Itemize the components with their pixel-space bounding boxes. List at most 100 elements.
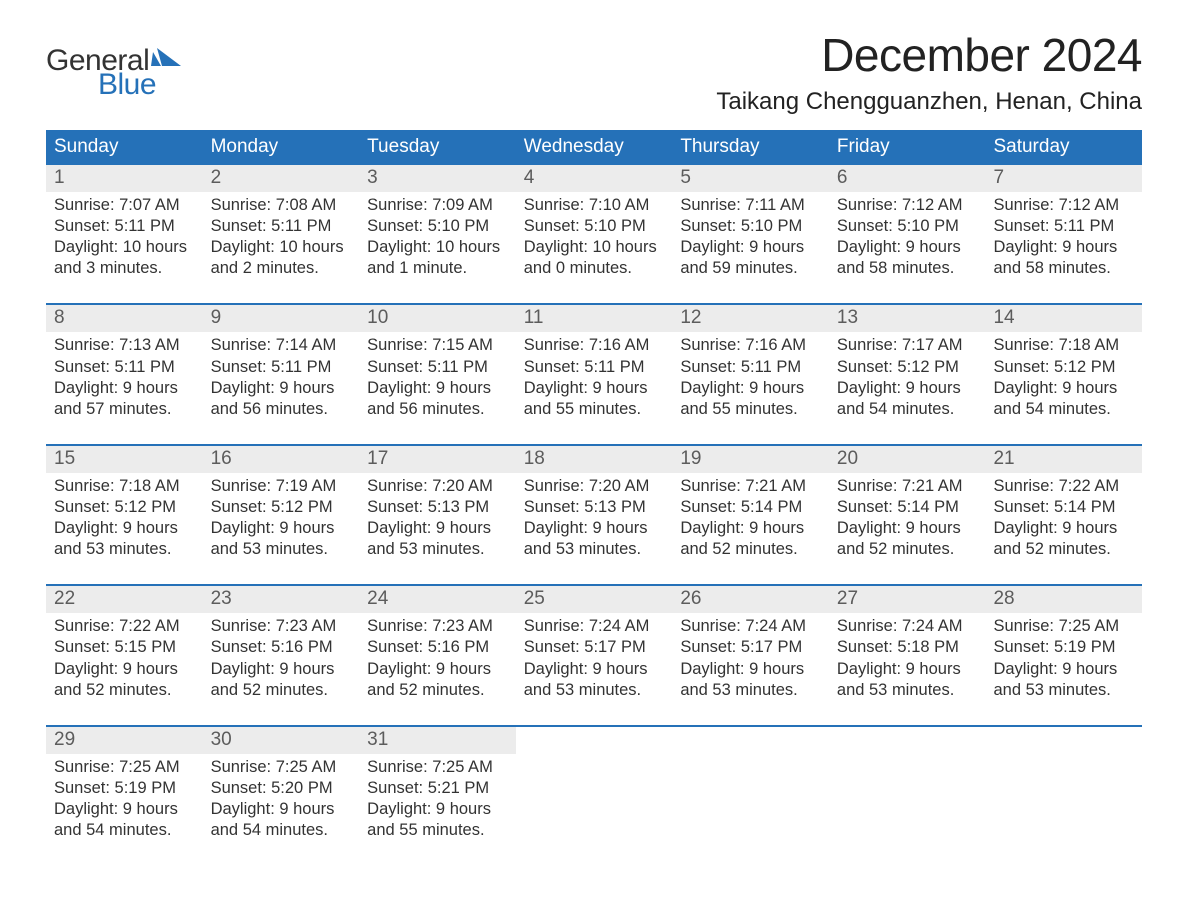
sunset-line: Sunset: 5:11 PM [211,357,352,378]
day-number: 14 [985,305,1142,332]
day-number: 5 [672,165,829,192]
sunrise-line: Sunrise: 7:18 AM [54,476,195,497]
header: General Blue December 2024 Taikang Cheng… [46,28,1142,116]
week-row: 15Sunrise: 7:18 AMSunset: 5:12 PMDayligh… [46,444,1142,560]
sunset-line: Sunset: 5:19 PM [54,778,195,799]
day-cell-empty: . [985,727,1142,841]
day-cell-empty: . [516,727,673,841]
sunrise-line: Sunrise: 7:10 AM [524,195,665,216]
daylight-line-1: Daylight: 9 hours [680,518,821,539]
day-details: Sunrise: 7:16 AMSunset: 5:11 PMDaylight:… [524,335,665,419]
sunrise-line: Sunrise: 7:19 AM [211,476,352,497]
sunrise-line: Sunrise: 7:15 AM [367,335,508,356]
sunrise-line: Sunrise: 7:23 AM [367,616,508,637]
sunrise-line: Sunrise: 7:24 AM [680,616,821,637]
daylight-line-2: and 54 minutes. [837,399,978,420]
daylight-line-2: and 0 minutes. [524,258,665,279]
day-cell: 4Sunrise: 7:10 AMSunset: 5:10 PMDaylight… [516,165,673,279]
week-row: 1Sunrise: 7:07 AMSunset: 5:11 PMDaylight… [46,165,1142,279]
day-details: Sunrise: 7:25 AMSunset: 5:20 PMDaylight:… [211,757,352,841]
day-number: 10 [359,305,516,332]
day-details: Sunrise: 7:08 AMSunset: 5:11 PMDaylight:… [211,195,352,279]
daylight-line-2: and 56 minutes. [367,399,508,420]
daylight-line-2: and 54 minutes. [54,820,195,841]
day-cell: 18 Sunrise: 7:20 AMSunset: 5:13 PMDayligh… [516,446,673,560]
weekday-tuesday: Tuesday [359,130,516,165]
day-number: 9 [203,305,360,332]
day-number: 12 [672,305,829,332]
day-number: 8 [46,305,203,332]
day-cell: 5Sunrise: 7:11 AMSunset: 5:10 PMDaylight… [672,165,829,279]
weekday-sunday: Sunday [46,130,203,165]
sunrise-line: Sunrise: 7:24 AM [524,616,665,637]
sunrise-line: Sunrise: 7:22 AM [54,616,195,637]
sunset-line: Sunset: 5:19 PM [993,637,1134,658]
day-number: 13 [829,305,986,332]
day-number: 19 [672,446,829,473]
weekday-saturday: Saturday [985,130,1142,165]
daylight-line-2: and 53 minutes. [680,680,821,701]
daylight-line-1: Daylight: 9 hours [211,799,352,820]
sunset-line: Sunset: 5:20 PM [211,778,352,799]
sunrise-line: Sunrise: 7:09 AM [367,195,508,216]
day-cell: 22Sunrise: 7:22 AMSunset: 5:15 PMDayligh… [46,586,203,700]
sunrise-line: Sunrise: 7:25 AM [993,616,1134,637]
day-details: Sunrise: 7:19 AMSunset: 5:12 PMDaylight:… [211,476,352,560]
day-cell: 16Sunrise: 7:19 AMSunset: 5:12 PMDayligh… [203,446,360,560]
day-details: Sunrise: 7:20 AMSunset: 5:13 PMDaylight:… [367,476,508,560]
daylight-line-2: and 54 minutes. [211,820,352,841]
sunrise-line: Sunrise: 7:12 AM [993,195,1134,216]
weekday-header-row: SundayMondayTuesdayWednesdayThursdayFrid… [46,130,1142,165]
daylight-line-2: and 3 minutes. [54,258,195,279]
daylight-line-1: Daylight: 9 hours [211,659,352,680]
day-details: Sunrise: 7:13 AMSunset: 5:11 PMDaylight:… [54,335,195,419]
daylight-line-2: and 57 minutes. [54,399,195,420]
daylight-line-1: Daylight: 9 hours [524,659,665,680]
sunset-line: Sunset: 5:14 PM [837,497,978,518]
day-details: Sunrise: 7:12 AMSunset: 5:10 PMDaylight:… [837,195,978,279]
day-number: 1 [46,165,203,192]
daylight-line-2: and 53 minutes. [54,539,195,560]
day-details: Sunrise: 7:18 AMSunset: 5:12 PMDaylight:… [993,335,1134,419]
daylight-line-1: Daylight: 9 hours [837,237,978,258]
flag-icon [151,48,181,70]
daylight-line-1: Daylight: 9 hours [367,378,508,399]
day-cell: 11Sunrise: 7:16 AMSunset: 5:11 PMDayligh… [516,305,673,419]
daylight-line-1: Daylight: 9 hours [54,799,195,820]
week-row: 29Sunrise: 7:25 AMSunset: 5:19 PMDayligh… [46,725,1142,841]
day-cell: 14 Sunrise: 7:18 AMSunset: 5:12 PMDayligh… [985,305,1142,419]
day-cell: 23Sunrise: 7:23 AMSunset: 5:16 PMDayligh… [203,586,360,700]
day-number: 30 [203,727,360,754]
sunset-line: Sunset: 5:17 PM [680,637,821,658]
daylight-line-1: Daylight: 9 hours [211,378,352,399]
daylight-line-2: and 53 minutes. [524,680,665,701]
sunrise-line: Sunrise: 7:07 AM [54,195,195,216]
day-cell: 21Sunrise: 7:22 AMSunset: 5:14 PMDayligh… [985,446,1142,560]
daylight-line-2: and 54 minutes. [993,399,1134,420]
day-details: Sunrise: 7:16 AMSunset: 5:11 PMDaylight:… [680,335,821,419]
sunrise-line: Sunrise: 7:18 AM [993,335,1134,356]
sunset-line: Sunset: 5:12 PM [837,357,978,378]
sunset-line: Sunset: 5:11 PM [680,357,821,378]
day-cell: 28Sunrise: 7:25 AMSunset: 5:19 PMDayligh… [985,586,1142,700]
sunset-line: Sunset: 5:11 PM [54,357,195,378]
day-cell: 24Sunrise: 7:23 AMSunset: 5:16 PMDayligh… [359,586,516,700]
daylight-line-2: and 52 minutes. [367,680,508,701]
day-cell: 29Sunrise: 7:25 AMSunset: 5:19 PMDayligh… [46,727,203,841]
sunrise-line: Sunrise: 7:13 AM [54,335,195,356]
daylight-line-2: and 55 minutes. [367,820,508,841]
sunrise-line: Sunrise: 7:24 AM [837,616,978,637]
daylight-line-1: Daylight: 9 hours [524,518,665,539]
day-details: Sunrise: 7:20 AMSunset: 5:13 PMDaylight:… [524,476,665,560]
daylight-line-1: Daylight: 9 hours [367,659,508,680]
month-title: December 2024 [716,28,1142,82]
daylight-line-2: and 53 minutes. [837,680,978,701]
daylight-line-2: and 55 minutes. [680,399,821,420]
day-details: Sunrise: 7:18 AMSunset: 5:12 PMDaylight:… [54,476,195,560]
day-number: 31 [359,727,516,754]
day-cell: 1Sunrise: 7:07 AMSunset: 5:11 PMDaylight… [46,165,203,279]
day-number: 18 [516,446,673,473]
day-number: 7 [985,165,1142,192]
sunset-line: Sunset: 5:13 PM [524,497,665,518]
day-cell: 27Sunrise: 7:24 AMSunset: 5:18 PMDayligh… [829,586,986,700]
